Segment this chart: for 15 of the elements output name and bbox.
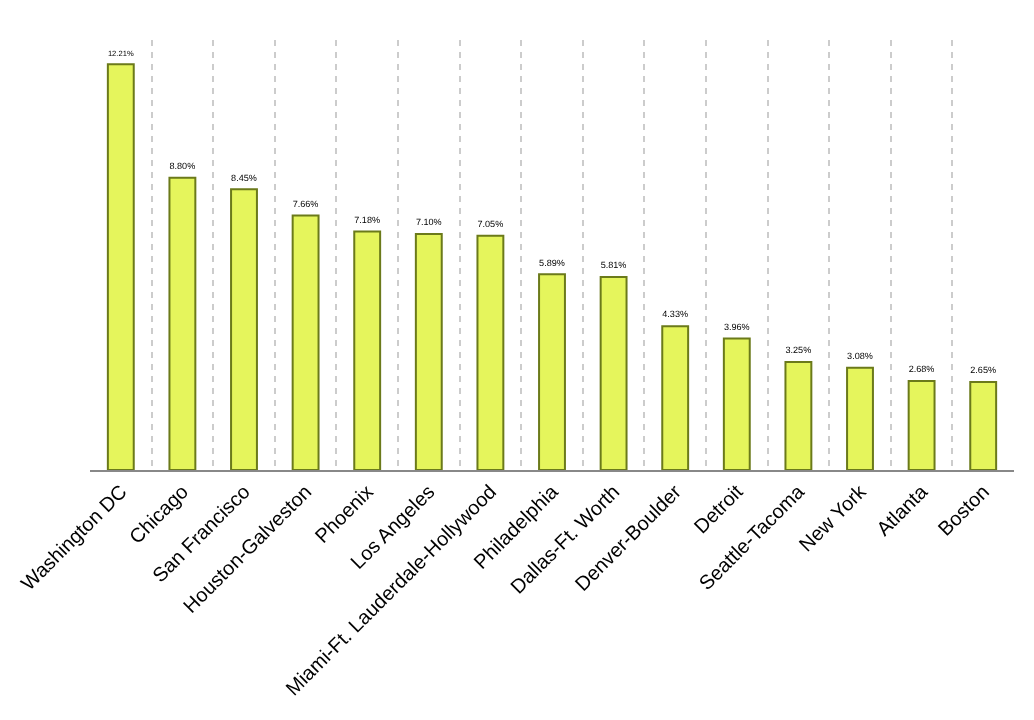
bar bbox=[969, 380, 998, 470]
bar bbox=[722, 337, 751, 470]
bar bbox=[414, 233, 443, 470]
bar bbox=[846, 366, 874, 470]
bar bbox=[784, 361, 813, 470]
bar bbox=[599, 275, 628, 470]
bar bbox=[353, 230, 382, 470]
bar bbox=[907, 379, 936, 470]
bar bbox=[106, 63, 135, 470]
bar bbox=[538, 273, 566, 470]
bar bbox=[661, 325, 690, 470]
bar bbox=[476, 234, 505, 470]
bar bbox=[291, 214, 320, 470]
bar bbox=[168, 176, 197, 470]
bar bbox=[230, 188, 258, 470]
